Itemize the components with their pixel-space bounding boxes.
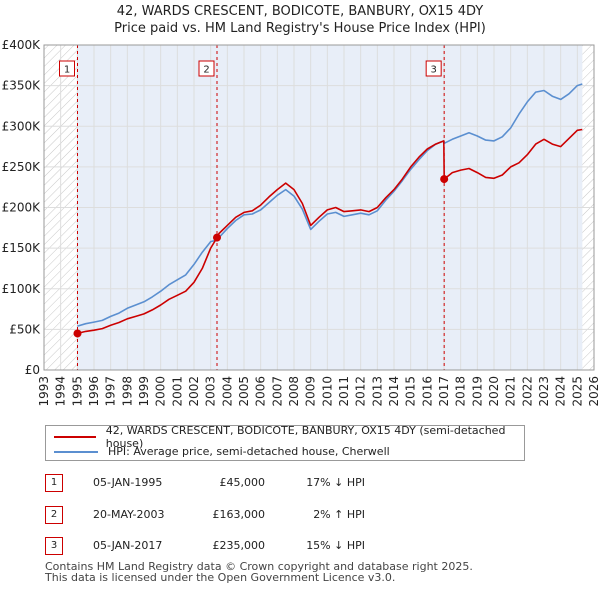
transaction-price: £235,000 — [212, 539, 266, 552]
y-tick-label: £200K — [2, 201, 42, 215]
sale-point — [440, 175, 449, 184]
x-tick-label: 2014 — [387, 376, 401, 407]
hpi-series-line — [77, 83, 583, 327]
sale-point — [73, 329, 82, 338]
transaction-date: 05-JAN-2017 — [93, 539, 163, 552]
transaction-price: £45,000 — [219, 476, 266, 489]
y-tick-label: £150K — [2, 241, 42, 255]
x-tick-label: 1994 — [54, 376, 68, 407]
transaction-row: 1 05-JAN-1995 £45,000 17% ↓ HPI — [45, 474, 525, 492]
x-tick-label: 2001 — [170, 376, 184, 407]
x-tick-label: 2002 — [187, 376, 201, 407]
plot-border — [43, 44, 595, 371]
sale-label: 3 — [430, 65, 436, 76]
x-tick-label: 2009 — [304, 376, 318, 407]
x-tick-label: 2010 — [320, 376, 334, 407]
footer: Contains HM Land Registry data © Crown c… — [45, 561, 473, 583]
x-tick-label: 2003 — [204, 376, 218, 407]
chart-title: 42, WARDS CRESCENT, BODICOTE, BANBURY, O… — [0, 0, 600, 37]
transaction-marker-badge: 2 — [45, 506, 63, 524]
legend-item-hpi: HPI: Average price, semi-detached house,… — [54, 444, 390, 459]
footer-licence: This data is licensed under the Open Gov… — [45, 571, 396, 584]
legend-property-swatch — [54, 435, 96, 438]
x-tick-label: 2012 — [354, 376, 368, 407]
x-tick-label: 1999 — [137, 376, 151, 407]
x-tick-label: 1996 — [87, 376, 101, 407]
y-tick-label: £0 — [25, 363, 40, 377]
x-tick-label: 1997 — [104, 376, 118, 407]
transaction-hpi-diff: 17% ↓ HPI — [306, 476, 365, 489]
x-tick-label: 2017 — [437, 376, 451, 407]
property-series-line — [77, 128, 583, 335]
legend-property-label: 42, WARDS CRESCENT, BODICOTE, BANBURY, O… — [105, 423, 506, 450]
x-tick-label: 2000 — [154, 376, 168, 407]
sale-point — [213, 233, 221, 242]
y-tick-label: £50K — [9, 322, 41, 336]
sale-label: 1 — [64, 65, 70, 76]
legend: 42, WARDS CRESCENT, BODICOTE, BANBURY, O… — [45, 424, 525, 461]
transaction-hpi-diff: 2% ↑ HPI — [313, 508, 365, 521]
y-tick-label: £350K — [2, 79, 42, 93]
x-tick-label: 2016 — [420, 376, 434, 407]
x-tick-label: 2019 — [470, 376, 484, 407]
x-tick-label: 2023 — [537, 376, 551, 407]
y-tick-label: £300K — [2, 119, 42, 133]
y-tick-label: £400K — [2, 38, 42, 52]
transaction-date: 05-JAN-1995 — [93, 476, 163, 489]
x-tick-label: 1998 — [120, 376, 134, 407]
transaction-price: £163,000 — [212, 508, 266, 521]
x-tick-label: 2022 — [520, 376, 534, 407]
x-tick-label: 2026 — [587, 376, 600, 407]
sale-label-box — [59, 60, 75, 77]
footer-copyright: Contains HM Land Registry data © Crown c… — [45, 560, 473, 573]
x-tick-label: 2013 — [370, 376, 384, 407]
y-tick-label: £250K — [2, 160, 42, 174]
legend-hpi-label: HPI: Average price, semi-detached house,… — [108, 445, 390, 458]
transaction-marker-badge: 3 — [45, 537, 63, 555]
chart-title-line2: Price paid vs. HM Land Registry's House … — [114, 21, 486, 36]
legend-item-property: 42, WARDS CRESCENT, BODICOTE, BANBURY, O… — [54, 424, 524, 450]
chart-title-line1: 42, WARDS CRESCENT, BODICOTE, BANBURY, O… — [116, 4, 484, 19]
transaction-row: 2 20-MAY-2003 £163,000 2% ↑ HPI — [45, 506, 525, 524]
transaction-marker-badge: 1 — [45, 474, 63, 492]
sale-label: 2 — [203, 65, 209, 76]
x-tick-label: 2021 — [504, 376, 518, 407]
x-tick-label: 2005 — [237, 376, 251, 407]
x-tick-label: 2011 — [337, 376, 351, 407]
x-tick-label: 1995 — [70, 376, 84, 407]
sale-label-box — [425, 60, 442, 77]
x-tick-label: 2018 — [454, 376, 468, 407]
transaction-date: 20-MAY-2003 — [93, 508, 165, 521]
transaction-hpi-diff: 15% ↓ HPI — [306, 539, 365, 552]
legend-hpi-swatch — [54, 450, 98, 453]
y-tick-label: £100K — [2, 282, 42, 296]
x-tick-label: 2006 — [254, 376, 268, 407]
x-tick-label: 2008 — [287, 376, 301, 407]
transaction-row: 3 05-JAN-2017 £235,000 15% ↓ HPI — [45, 537, 525, 555]
x-tick-label: 2004 — [220, 376, 234, 407]
price-chart: £0 £50K £100K £150K £200K £250K £300K £350K £400… — [2, 38, 600, 407]
x-tick-label: 2025 — [570, 376, 584, 407]
x-tick-label: 2024 — [554, 376, 568, 407]
x-tick-label: 2007 — [270, 376, 284, 407]
x-tick-label: 2015 — [404, 376, 418, 407]
x-tick-label: 1993 — [37, 376, 51, 407]
x-tick-label: 2020 — [487, 376, 501, 407]
sale-label-box — [198, 60, 215, 77]
